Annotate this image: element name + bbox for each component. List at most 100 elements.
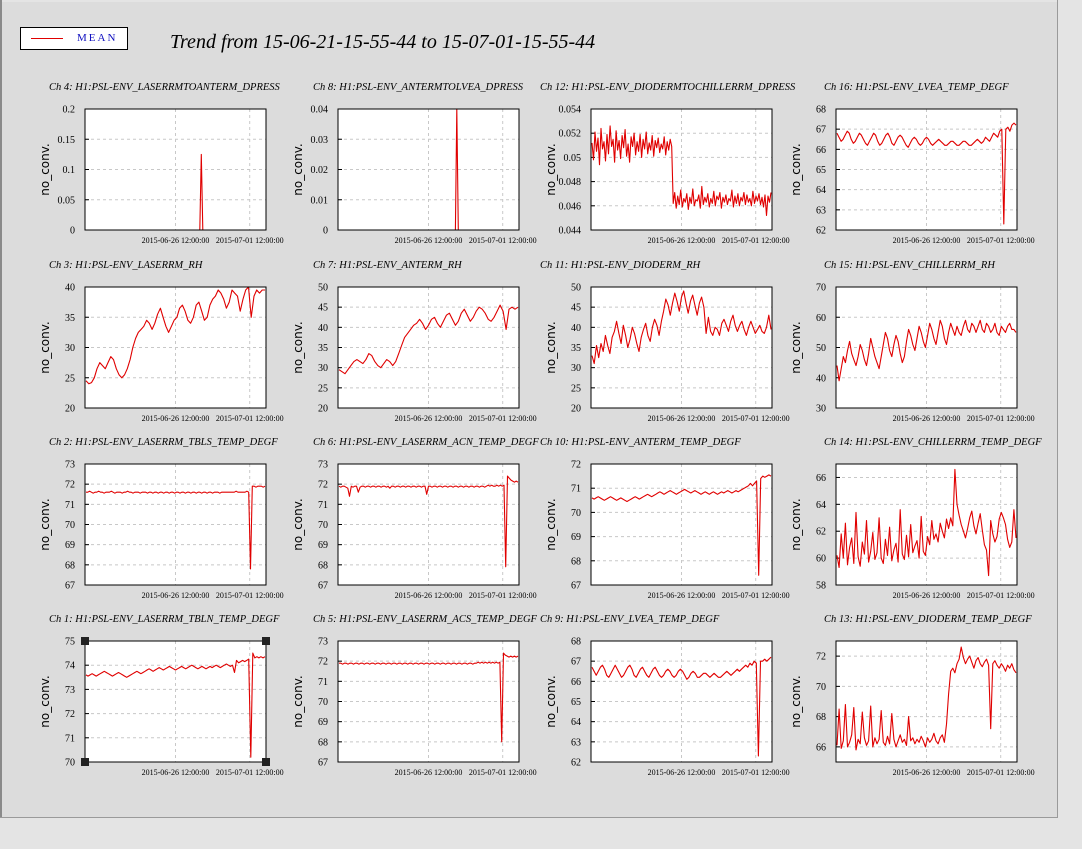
chart-title: Ch 14: H1:PSL-ENV_CHILLERRM_TEMP_DEGF [824, 437, 1042, 448]
tick-label-y: 71 [65, 500, 75, 511]
tick-label-x: 2015-07-01 12:00:00 [967, 591, 1035, 600]
tick-label-y: 72 [571, 460, 581, 471]
chart-title: Ch 6: H1:PSL-ENV_LASERRM_ACN_TEMP_DEGF [313, 437, 539, 448]
chart-title: Ch 10: H1:PSL-ENV_ANTERM_TEMP_DEGF [540, 437, 741, 448]
tick-label-y: 70 [318, 697, 328, 708]
tick-label-y: 71 [65, 733, 75, 744]
plot-frame [337, 286, 520, 409]
tick-label-y: 30 [318, 363, 328, 374]
legend-box: MEAN [20, 27, 128, 50]
tick-label-y: 72 [318, 480, 328, 491]
page-title: Trend from 15-06-21-15-55-44 to 15-07-01… [170, 31, 596, 53]
chart-panel: Ch 8: H1:PSL-ENV_ANTERMTOLVEA_DPRESS 0 0.0… [291, 82, 537, 245]
tick-label-x: 2015-06-26 12:00:00 [395, 591, 463, 600]
axis-label-y: no_conv. [38, 321, 52, 373]
chart-title: Ch 3: H1:PSL-ENV_LASERRM_RH [49, 260, 204, 271]
tick-label-y: 68 [318, 737, 328, 748]
tick-label-y: 66 [816, 742, 826, 753]
tick-label-y: 30 [816, 404, 826, 415]
chart-panel: Ch 3: H1:PSL-ENV_LASERRM_RH 20 25 30 35 40 201… [38, 260, 284, 423]
tick-label-y: 63 [816, 205, 826, 216]
tick-label-x: 2015-06-26 12:00:00 [893, 591, 961, 600]
tick-label-y: 71 [318, 500, 328, 511]
tick-label-y: 50 [571, 283, 581, 294]
legend-label: MEAN [77, 32, 118, 44]
tick-label-y: 45 [571, 303, 581, 314]
axis-label-y: no_conv. [789, 143, 803, 195]
plot-frame [835, 463, 1018, 586]
series-line-mean [836, 646, 1017, 751]
tick-label-x: 2015-07-01 12:00:00 [469, 236, 537, 245]
tick-label-y: 0.044 [559, 226, 582, 237]
chart-title: Ch 7: H1:PSL-ENV_ANTERM_RH [313, 260, 463, 271]
plot-frame [84, 640, 267, 763]
tick-label-y: 30 [571, 363, 581, 374]
chart-panel: Ch 14: H1:PSL-ENV_CHILLERRM_TEMP_DEGF 58 6… [789, 437, 1042, 600]
chart-panel: Ch 10: H1:PSL-ENV_ANTERM_TEMP_DEGF 67 68 69… [540, 437, 790, 600]
chart-panel: Ch 4: H1:PSL-ENV_LASERRMTOANTERM_DPRESS 0… [38, 82, 284, 245]
chart-title: Ch 13: H1:PSL-ENV_DIODERM_TEMP_DEGF [824, 614, 1032, 625]
selection-handle [81, 758, 89, 766]
tick-label-y: 60 [816, 554, 826, 565]
chart-panel: Ch 7: H1:PSL-ENV_ANTERM_RH 20 25 30 35 40 45 50… [291, 260, 537, 423]
chart-panel: Ch 11: H1:PSL-ENV_DIODERM_RH 20 25 30 35 40 45… [540, 260, 790, 423]
tick-label-y: 68 [816, 105, 826, 116]
tick-label-y: 40 [571, 323, 581, 334]
axis-label-y: no_conv. [291, 143, 305, 195]
tick-label-y: 62 [816, 527, 826, 538]
tick-label-y: 58 [816, 581, 826, 592]
tick-label-x: 2015-06-26 12:00:00 [142, 591, 210, 600]
tick-label-y: 0.048 [559, 177, 582, 188]
tick-label-y: 67 [571, 581, 581, 592]
tick-label-x: 2015-06-26 12:00:00 [142, 768, 210, 777]
tick-label-x: 2015-07-01 12:00:00 [216, 591, 284, 600]
tick-label-x: 2015-07-01 12:00:00 [469, 414, 537, 423]
tick-label-x: 2015-06-26 12:00:00 [893, 414, 961, 423]
tick-label-y: 0.03 [311, 135, 329, 146]
tick-label-x: 2015-06-26 12:00:00 [142, 236, 210, 245]
tick-label-y: 73 [65, 460, 75, 471]
selection-handle [81, 637, 89, 645]
chart-title: Ch 8: H1:PSL-ENV_ANTERMTOLVEA_DPRESS [313, 82, 524, 93]
chart-title: Ch 12: H1:PSL-ENV_DIODERMTOCHILLERRM_DPR… [540, 82, 796, 93]
tick-label-y: 64 [816, 185, 826, 196]
plot-frame [590, 108, 773, 231]
chart-title: Ch 15: H1:PSL-ENV_CHILLERRM_RH [824, 260, 996, 271]
tick-label-y: 0.2 [63, 105, 76, 116]
tick-label-y: 73 [318, 460, 328, 471]
chart-title: Ch 16: H1:PSL-ENV_LVEA_TEMP_DEGF [824, 82, 1009, 93]
tick-label-y: 45 [318, 303, 328, 314]
tick-label-y: 35 [65, 313, 75, 324]
chart-title: Ch 5: H1:PSL-ENV_LASERRM_ACS_TEMP_DEGF [313, 614, 538, 625]
series-line-mean [591, 125, 772, 217]
tick-label-x: 2015-06-26 12:00:00 [395, 236, 463, 245]
tick-label-y: 50 [318, 283, 328, 294]
tick-label-x: 2015-06-26 12:00:00 [648, 236, 716, 245]
tick-label-y: 73 [318, 637, 328, 648]
tick-label-y: 67 [816, 125, 826, 136]
tick-label-y: 68 [571, 637, 581, 648]
tick-label-y: 70 [318, 520, 328, 531]
chart-panel: Ch 2: H1:PSL-ENV_LASERRM_TBLS_TEMP_DEGF 6… [38, 437, 284, 600]
plot-frame [337, 463, 520, 586]
axis-label-y: no_conv. [544, 675, 558, 727]
plot-frame [84, 108, 267, 231]
tick-label-x: 2015-06-26 12:00:00 [142, 414, 210, 423]
tick-label-y: 50 [816, 343, 826, 354]
chart-panel: Ch 1: H1:PSL-ENV_LASERRM_TBLN_TEMP_DEGF 7… [38, 614, 284, 777]
tick-label-y: 0.01 [311, 195, 329, 206]
plot-frame [835, 286, 1018, 409]
tick-label-x: 2015-06-26 12:00:00 [395, 768, 463, 777]
tick-label-y: 72 [816, 652, 826, 663]
tick-label-y: 69 [318, 717, 328, 728]
tick-label-y: 35 [318, 343, 328, 354]
tick-label-y: 0.02 [311, 165, 329, 176]
canvas-border-right [1057, 0, 1058, 818]
axis-label-y: no_conv. [291, 321, 305, 373]
tick-label-y: 0.04 [311, 105, 329, 116]
tick-label-y: 72 [65, 709, 75, 720]
tick-label-y: 68 [318, 560, 328, 571]
tick-label-y: 25 [318, 383, 328, 394]
series-line-mean [836, 319, 1017, 382]
